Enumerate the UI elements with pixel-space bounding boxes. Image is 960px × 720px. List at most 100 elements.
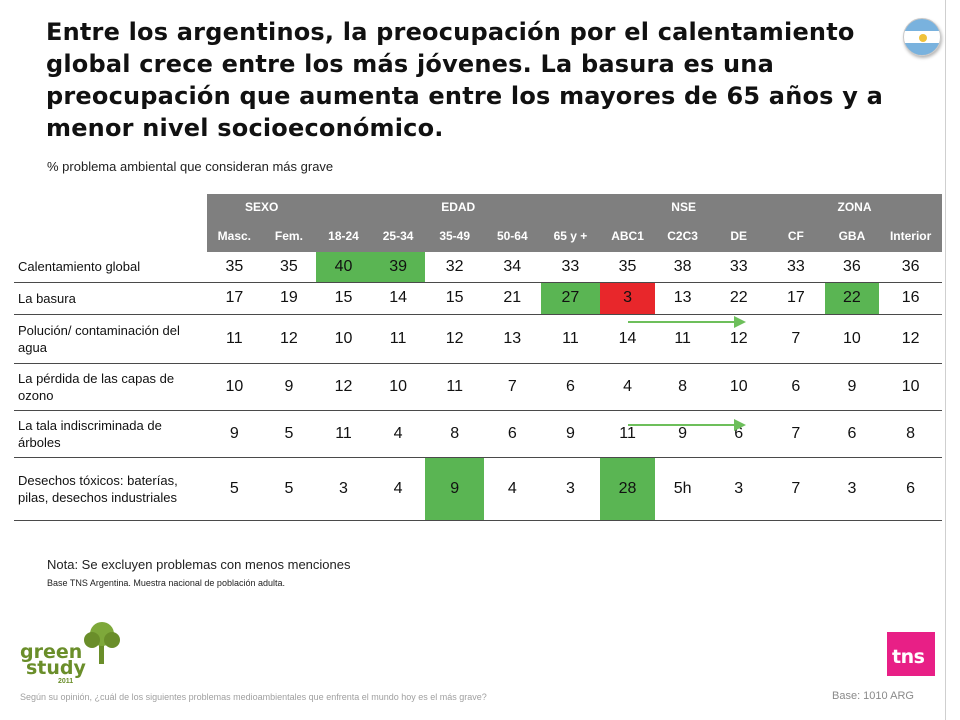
table-cell: 10 [316, 314, 371, 364]
table-cell: 15 [425, 282, 484, 315]
green-study-logo: green study 2011 [20, 620, 120, 685]
flag-sun-icon [919, 34, 927, 42]
table-cell: 19 [261, 282, 317, 315]
table-row: Desechos tóxicos: baterías, pilas, desec… [14, 457, 942, 521]
table-cell-highlight: 40 [316, 252, 371, 283]
table-cell: 4 [484, 457, 541, 521]
table-cell: 5 [261, 410, 317, 458]
right-edge-line [945, 0, 946, 720]
row-label: La basura [14, 282, 208, 315]
table-cell: 10 [207, 363, 262, 411]
table-cell: 4 [370, 410, 426, 458]
column-header: Masc. [207, 220, 262, 252]
table-cell: 17 [767, 282, 825, 315]
table-cell: 9 [261, 363, 317, 411]
tns-logo-text: tns [892, 646, 925, 668]
trend-arrow-icon [628, 315, 746, 329]
table-cell: 12 [710, 314, 768, 364]
table-cell: 11 [425, 363, 484, 411]
table-row: La pérdida de las capas de ozono 10 9 12… [14, 363, 942, 411]
survey-question: Según su opinión, ¿cuál de los siguiente… [20, 692, 487, 702]
table-cell: 11 [600, 410, 655, 458]
table-cell-highlight-red: 3 [600, 282, 655, 315]
table-cell: 9 [540, 410, 601, 458]
table-cell-highlight: 28 [600, 457, 655, 521]
slide-title: Entre los argentinos, la preocupación po… [46, 18, 884, 142]
column-header: GBA [824, 220, 880, 252]
table-cell: 3 [540, 457, 601, 521]
table-cell: 7 [767, 314, 825, 364]
table-cell: 5 [207, 457, 262, 521]
table-cell: 36 [879, 252, 942, 283]
table-cell: 6 [879, 457, 942, 521]
table-cell: 10 [710, 363, 768, 411]
table-cell: 36 [824, 252, 880, 283]
table-cell: 22 [710, 282, 768, 315]
table-cell: 6 [767, 363, 825, 411]
group-header-sexo: SEXO [207, 194, 317, 220]
table-cell: 6 [540, 363, 601, 411]
row-label: Calentamiento global [14, 252, 208, 283]
column-header: 25-34 [370, 220, 426, 252]
table-cell: 9 [654, 410, 711, 458]
column-header: 35-49 [425, 220, 484, 252]
table-cell: 7 [767, 457, 825, 521]
table-cell: 33 [540, 252, 601, 283]
table-cell: 10 [370, 363, 426, 411]
group-header-nse: NSE [600, 194, 768, 220]
table-cell: 7 [767, 410, 825, 458]
table-cell: 7 [484, 363, 541, 411]
table-cell-highlight: 39 [370, 252, 426, 283]
table-cell-highlight: 9 [425, 457, 484, 521]
header-groups-row: SEXO EDAD NSE ZONA [14, 194, 942, 220]
sample-base-note: Base TNS Argentina. Muestra nacional de … [47, 578, 285, 588]
arrow-shaft [628, 424, 736, 426]
table-cell: 12 [316, 363, 371, 411]
table-cell: 6 [824, 410, 880, 458]
arrow-head [734, 316, 746, 328]
base-count: Base: 1010 ARG [832, 690, 914, 702]
table-cell: 35 [207, 252, 262, 283]
table-cell: 11 [540, 314, 601, 364]
column-header: DE [710, 220, 768, 252]
table-cell: 9 [824, 363, 880, 411]
table-cell: 9 [207, 410, 262, 458]
table-cell-highlight: 22 [824, 282, 880, 315]
tns-logo: tns [887, 632, 935, 676]
table-cell: 5h [654, 457, 711, 521]
table-cell: 13 [654, 282, 711, 315]
table-row: Calentamiento global 35 35 40 39 32 34 3… [14, 252, 942, 283]
table-cell: 33 [710, 252, 768, 283]
table-cell: 12 [261, 314, 317, 364]
table-cell: 14 [370, 282, 426, 315]
arrow-head [734, 419, 746, 431]
table-cell: 3 [316, 457, 371, 521]
table-cell: 13 [484, 314, 541, 364]
table-cell: 3 [710, 457, 768, 521]
table-cell: 32 [425, 252, 484, 283]
table-cell: 5 [261, 457, 317, 521]
table-cell: 10 [879, 363, 942, 411]
table-cell: 33 [767, 252, 825, 283]
header-corner [14, 220, 207, 252]
column-header: Interior [879, 220, 942, 252]
table-row: La basura 17 19 15 14 15 21 27 3 13 22 1… [14, 282, 942, 315]
column-header: Fem. [261, 220, 317, 252]
results-table: SEXO EDAD NSE ZONA Masc. Fem. 18-24 25-3… [14, 194, 942, 521]
header-corner [14, 194, 207, 220]
row-label: Polución/ contaminación del agua [14, 314, 208, 364]
table-cell: 11 [316, 410, 371, 458]
table-row: La tala indiscriminada de árboles 9 5 11… [14, 410, 942, 458]
table-cell: 12 [879, 314, 942, 364]
table-cell: 8 [425, 410, 484, 458]
logo-text-line2: study [26, 657, 86, 679]
column-header: C2C3 [654, 220, 711, 252]
table-cell: 38 [654, 252, 711, 283]
table-cell-highlight: 27 [540, 282, 601, 315]
table-row: Polución/ contaminación del agua 11 12 1… [14, 314, 942, 364]
table-cell: 11 [370, 314, 426, 364]
table-cell: 6 [484, 410, 541, 458]
arrow-shaft [628, 321, 736, 323]
table-cell: 8 [879, 410, 942, 458]
trend-arrow-icon [628, 418, 746, 432]
